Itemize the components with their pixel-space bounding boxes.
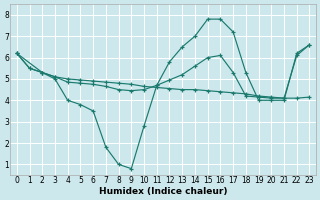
X-axis label: Humidex (Indice chaleur): Humidex (Indice chaleur): [99, 187, 228, 196]
